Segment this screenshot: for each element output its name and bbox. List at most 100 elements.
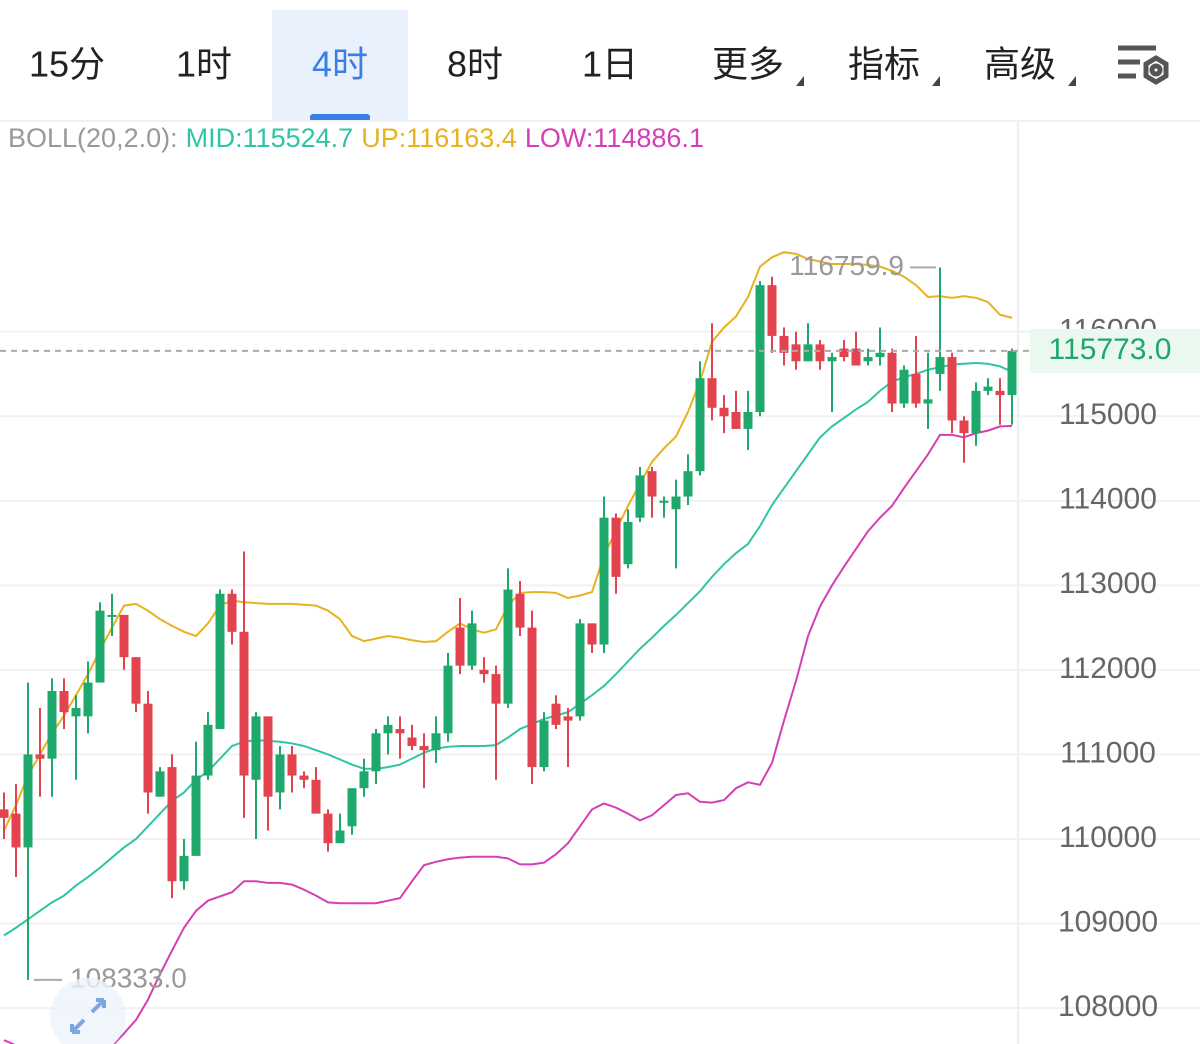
- tab[interactable]: 8时: [447, 44, 503, 85]
- candle-body: [443, 665, 453, 734]
- candle-body: [251, 716, 261, 780]
- candle-body: [179, 855, 189, 882]
- candle-body: [143, 703, 153, 793]
- legend-item: UP:116163.4: [361, 123, 517, 153]
- candle-body: [707, 378, 717, 408]
- candle-body: [191, 775, 201, 856]
- candle-body: [503, 589, 513, 704]
- candle-body: [59, 691, 69, 713]
- legend-item: LOW:114886.1: [525, 123, 704, 153]
- max-label: 116759.9: [789, 250, 904, 281]
- candle-body: [311, 779, 321, 814]
- candle-body: [359, 771, 369, 789]
- y-tick-label: 113000: [1059, 567, 1157, 600]
- candle-body: [83, 682, 93, 717]
- candle-body: [659, 500, 669, 503]
- candle-body: [107, 614, 117, 617]
- candle-body: [923, 399, 933, 404]
- candle-body: [167, 767, 177, 882]
- boll-line: [3, 424, 1013, 1044]
- dropdown-caret: [932, 76, 940, 86]
- candle-body: [623, 521, 633, 565]
- candle-body: [431, 733, 441, 751]
- candle-body: [215, 593, 225, 730]
- tab[interactable]: 15分: [29, 44, 105, 85]
- candle-body: [239, 631, 249, 776]
- candle-body: [263, 716, 273, 797]
- last-price-label: 115773.0: [1049, 333, 1172, 366]
- tab[interactable]: 4时: [312, 44, 368, 85]
- candle-body: [23, 754, 33, 848]
- candle-body: [299, 775, 309, 780]
- candle-body: [467, 623, 477, 666]
- expand-button[interactable]: [50, 978, 126, 1044]
- candle-body: [491, 674, 501, 704]
- candle-body: [875, 352, 885, 358]
- candle-body: [527, 627, 537, 768]
- candle-body: [839, 348, 849, 358]
- candle-body: [767, 285, 777, 336]
- candle-body: [947, 357, 957, 421]
- candle-body: [983, 386, 993, 391]
- candle-body: [347, 788, 357, 827]
- y-tick-label: 108000: [1058, 990, 1158, 1023]
- y-tick-label: 114000: [1059, 483, 1157, 516]
- tab[interactable]: 1日: [582, 44, 638, 85]
- y-tick-label: 112000: [1059, 652, 1157, 685]
- candle-body: [563, 716, 573, 721]
- candle-body: [551, 703, 561, 725]
- candle-body: [587, 623, 597, 645]
- y-tick-label: 110000: [1059, 821, 1157, 854]
- candle-body: [815, 344, 825, 362]
- dropdown-caret: [796, 76, 804, 86]
- candle-body: [539, 720, 549, 768]
- candle-body: [743, 412, 753, 429]
- candle-body: [371, 733, 381, 772]
- candle-body: [479, 669, 489, 675]
- candle-body: [119, 614, 129, 658]
- candle-body: [671, 496, 681, 510]
- y-axis: 108000 109000 110000 111000 112000 113000 1140…: [1058, 314, 1158, 1023]
- candle-body: [911, 373, 921, 404]
- candle-body: [959, 420, 969, 434]
- tab[interactable]: 1时: [176, 44, 232, 85]
- candle-body: [851, 348, 861, 366]
- candle-body: [791, 344, 801, 362]
- tab[interactable]: 更多: [712, 44, 784, 85]
- candle-body: [395, 729, 405, 734]
- tab-bar: 15分 1时 4时 8时 1日 更多 指标 高级: [29, 10, 1076, 122]
- indicator-label: BOLL(20,2.0):: [8, 123, 178, 153]
- dropdown-caret: [1068, 76, 1076, 86]
- active-tab-bg: [272, 10, 408, 121]
- candle-body: [635, 475, 645, 518]
- candle-body: [95, 610, 105, 683]
- candle-body: [599, 517, 609, 645]
- candle-body: [887, 352, 897, 404]
- tab[interactable]: 指标: [848, 44, 920, 85]
- candle-body: [575, 623, 585, 717]
- candle-body: [803, 344, 813, 362]
- candle-body: [515, 593, 525, 628]
- candle-body: [383, 724, 393, 734]
- candle-body: [695, 378, 705, 472]
- indicator-legend: BOLL(20,2.0): MID:115524.7 UP:116163.4 LOW:…: [8, 123, 704, 153]
- candle-body: [35, 754, 45, 759]
- candle-body: [899, 369, 909, 404]
- candle-body: [131, 657, 141, 704]
- candle-body: [647, 471, 657, 497]
- legend-item: MID:115524.7: [186, 123, 354, 153]
- candle-body: [863, 357, 873, 362]
- candle-body: [971, 390, 981, 434]
- candle-body: [779, 335, 789, 353]
- candle-body: [0, 809, 9, 818]
- candle-body: [227, 593, 237, 632]
- candle-body: [731, 412, 741, 429]
- candle-body: [1007, 350, 1017, 396]
- settings-icon[interactable]: [1118, 45, 1169, 85]
- candle-body: [11, 813, 21, 848]
- candle-body: [995, 390, 1005, 396]
- candle-body: [335, 830, 345, 844]
- tab[interactable]: 高级: [984, 44, 1056, 85]
